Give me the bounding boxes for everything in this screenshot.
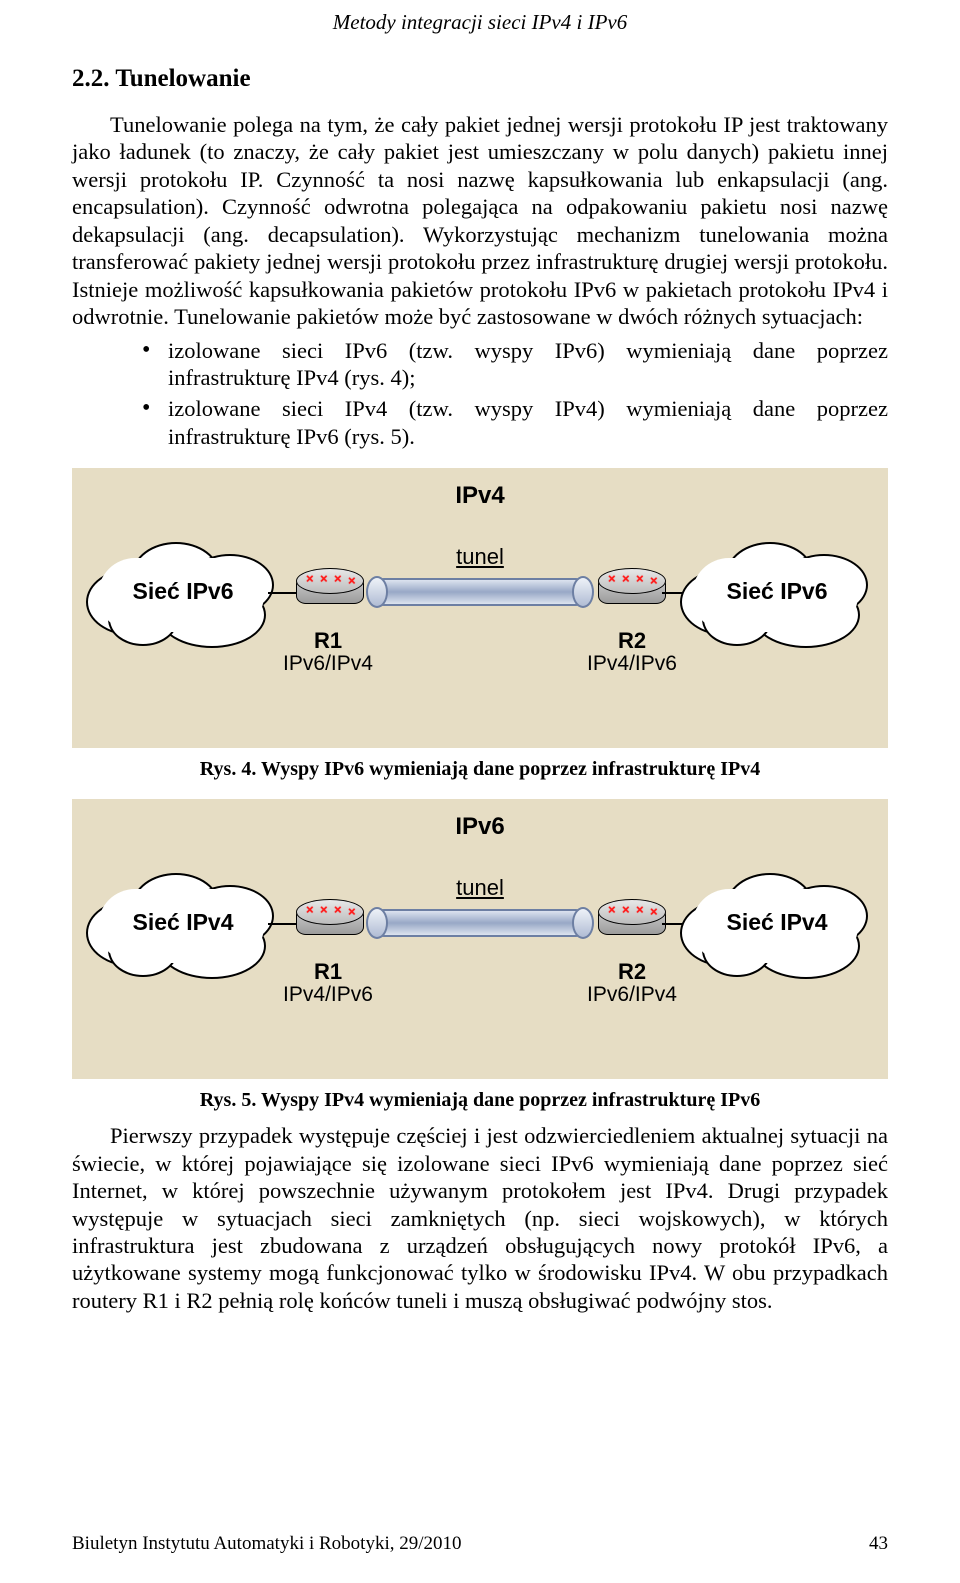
r2-proto: IPv6/IPv4: [562, 983, 702, 1007]
paragraph-1: Tunelowanie polega na tym, że cały pakie…: [72, 111, 888, 331]
cloud-right-icon: Sieć IPv6: [680, 542, 874, 644]
router-right-icon: ×× ××: [598, 568, 664, 612]
bullet-list: izolowane sieci IPv6 (tzw. wyspy IPv6) w…: [72, 337, 888, 451]
figure-5: IPv6 Sieć IPv4 ×× ×× tunel: [72, 799, 888, 1079]
cloud-left-label: Sieć IPv6: [86, 578, 280, 605]
r1-proto: IPv6/IPv4: [258, 652, 398, 676]
router-left-caption: R1 IPv4/IPv6: [258, 959, 398, 1007]
router-left-icon: ×× ××: [296, 568, 362, 612]
r2-proto: IPv4/IPv6: [562, 652, 702, 676]
cloud-left-icon: Sieć IPv6: [86, 542, 280, 644]
figure-4: IPv4 Sieć IPv6 ×× ×× tunel: [72, 468, 888, 748]
r1-name: R1: [258, 959, 398, 985]
cloud-right-label: Sieć IPv6: [680, 578, 874, 605]
section-title: Tunelowanie: [115, 65, 250, 92]
tunnel-label: tunel: [364, 875, 596, 901]
footer-page-number: 43: [869, 1533, 888, 1555]
router-right-caption: R2 IPv4/IPv6: [562, 628, 702, 676]
bullet-item: izolowane sieci IPv6 (tzw. wyspy IPv6) w…: [142, 337, 888, 392]
figure-4-caption: Rys. 4. Wyspy IPv6 wymieniają dane poprz…: [72, 758, 888, 781]
section-number: 2.2.: [72, 65, 110, 92]
r2-name: R2: [562, 628, 702, 654]
cloud-right-label: Sieć IPv4: [680, 909, 874, 936]
footer-journal: Biuletyn Instytutu Automatyki i Robotyki…: [72, 1533, 462, 1555]
tunnel-icon: tunel: [364, 572, 596, 608]
r1-name: R1: [258, 628, 398, 654]
bullet-item: izolowane sieci IPv4 (tzw. wyspy IPv4) w…: [142, 395, 888, 450]
router-right-icon: ×× ××: [598, 899, 664, 943]
wire-icon: [268, 592, 298, 594]
tunnel-icon: tunel: [364, 903, 596, 939]
figure-5-caption: Rys. 5. Wyspy IPv4 wymieniają dane poprz…: [72, 1089, 888, 1112]
tunnel-label: tunel: [364, 544, 596, 570]
wire-icon: [268, 923, 298, 925]
cloud-right-icon: Sieć IPv4: [680, 873, 874, 975]
router-left-icon: ×× ××: [296, 899, 362, 943]
section-heading: 2.2. Tunelowanie: [72, 65, 888, 93]
r1-proto: IPv4/IPv6: [258, 983, 398, 1007]
paragraph-2: Pierwszy przypadek występuje częściej i …: [72, 1122, 888, 1314]
router-right-caption: R2 IPv6/IPv4: [562, 959, 702, 1007]
r2-name: R2: [562, 959, 702, 985]
cloud-left-label: Sieć IPv4: [86, 909, 280, 936]
router-left-caption: R1 IPv6/IPv4: [258, 628, 398, 676]
cloud-left-icon: Sieć IPv4: [86, 873, 280, 975]
running-head: Metody integracji sieci IPv4 i IPv6: [72, 0, 888, 35]
page-footer: Biuletyn Instytutu Automatyki i Robotyki…: [72, 1533, 888, 1555]
